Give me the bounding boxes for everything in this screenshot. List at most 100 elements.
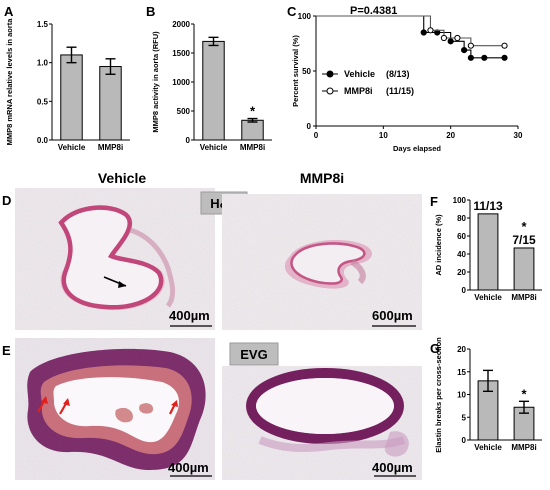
scale-label-e-right: 400µm (372, 460, 413, 475)
series-point (467, 42, 474, 49)
x-axis-label: Days elapsed (393, 144, 441, 153)
series-point (420, 29, 427, 36)
legend-marker (326, 70, 334, 78)
y-axis-label: MMP8 mRNA relative levels in aorta (5, 18, 14, 146)
y-tick-label: 0 (307, 122, 312, 131)
stain-label-evg: EVG (240, 347, 267, 362)
panel-g-label: G (430, 341, 440, 356)
y-tick-label: 15 (457, 368, 466, 377)
series-point (461, 47, 468, 54)
y-tick-label: 0 (462, 436, 467, 445)
y-axis-label: Percent survival (%) (291, 35, 300, 107)
x-tick-label: 30 (514, 131, 523, 140)
category-label: MMP8i (240, 143, 265, 152)
chart-title: P=0.4381 (350, 5, 397, 17)
significance-marker: * (250, 104, 256, 119)
chart-g: 0 5 10 15 20 Elastin breaks per cross-section… (434, 337, 542, 453)
y-tick-label: 2000 (172, 20, 190, 29)
chart-f: 0 20 40 60 80 100 AD incidence (%) 11/13 Vehicle… (434, 196, 542, 302)
category-label: MMP8i (98, 143, 123, 152)
stain-badge-evg (229, 342, 279, 366)
y-axis-label: Elastin breaks per cross-section (434, 337, 443, 453)
panel-c-label: C (287, 4, 297, 19)
y-tick-label: 1500 (172, 49, 190, 58)
y-axis-label: AD incidence (%) (434, 214, 443, 276)
legend-count: (11/15) (386, 86, 414, 96)
category-label: Vehicle (58, 143, 86, 152)
column-title-vehicle: Vehicle (98, 170, 146, 186)
y-tick-label: 100 (298, 12, 312, 21)
series-point (427, 27, 434, 34)
bar (202, 40, 225, 141)
y-tick-label: 0 (186, 136, 191, 145)
evg-mmp8i-micrograph: 400µm (222, 366, 422, 480)
y-tick-label: 0.0 (37, 136, 49, 145)
panel-b-label: B (146, 4, 155, 19)
category-label: MMP8i (511, 443, 536, 452)
bar (99, 66, 122, 141)
category-label: Vehicle (474, 293, 502, 302)
legend-entry: MMP8i (344, 86, 373, 96)
bar (60, 54, 83, 141)
y-tick-label: 20 (457, 268, 466, 277)
bar (513, 247, 535, 291)
y-tick-label: 100 (453, 196, 467, 205)
y-tick-label: 5 (462, 413, 467, 422)
y-tick-label: 20 (457, 345, 466, 354)
category-label: Vehicle (474, 443, 502, 452)
panel-d-label: D (2, 193, 11, 208)
y-tick-label: 0.5 (37, 97, 49, 106)
chart-b: 0 500 1000 1500 2000 MMP8 activity in aorta (… (151, 20, 272, 152)
y-tick-label: 10 (457, 391, 466, 400)
panel-b: B 0 500 1000 1500 2000 MMP8 activity in aorta… (146, 4, 272, 152)
chart-a: 0.0 0.5 1.0 1.5 MMP8 mRNA relative levels in… (5, 18, 130, 152)
y-tick-label: 60 (457, 232, 466, 241)
series-point (467, 54, 474, 61)
scale-label-e-left: 400µm (168, 460, 209, 475)
panel-a-label: A (4, 4, 14, 19)
panel-d: D Vehicle MMP8i 400µm H&E (2, 170, 422, 330)
significance-marker: * (521, 386, 527, 401)
data-label: 7/15 (512, 233, 536, 247)
y-tick-label: 1.0 (37, 59, 49, 68)
he-vehicle-micrograph: 400µm (15, 188, 215, 330)
series-point (501, 42, 508, 49)
series-point (481, 54, 488, 61)
x-tick-label: 0 (314, 131, 319, 140)
legend-marker (326, 87, 334, 95)
y-tick-label: 0 (462, 286, 467, 295)
y-tick-label: 50 (302, 67, 311, 76)
red-arrow-icon (37, 396, 178, 415)
evg-vehicle-micrograph: 400µm (15, 338, 215, 480)
panel-c: C 0 50 100 0 10 20 30 Percent survival (%) Days … (287, 4, 523, 153)
y-tick-label: 80 (457, 214, 466, 223)
scale-label-d-left: 400µm (169, 308, 210, 323)
he-mmp8i-micrograph: 600µm (222, 194, 422, 330)
series-point (501, 54, 508, 61)
y-tick-label: 40 (457, 250, 466, 259)
significance-marker: * (521, 219, 527, 234)
series-point (454, 34, 461, 42)
series-point (440, 34, 448, 42)
legend-count: (8/13) (386, 69, 410, 79)
chart-c: 0 50 100 0 10 20 30 Percent survival (%) Days el… (291, 5, 523, 153)
panel-a: A 0.0 0.5 1.0 1.5 MMP8 mRNA relative levels … (4, 4, 130, 152)
category-label: Vehicle (200, 143, 228, 152)
panel-e-label: E (2, 343, 11, 358)
y-tick-label: 1.5 (37, 20, 49, 29)
panel-f: F 0 20 40 60 80 100 AD incidence (%) 11/13 Vehic… (430, 194, 542, 302)
x-tick-label: 10 (379, 131, 388, 140)
y-tick-label: 500 (177, 107, 191, 116)
category-label: MMP8i (511, 293, 536, 302)
series-point (447, 38, 454, 45)
bar (477, 213, 499, 291)
column-title-mmp8i: MMP8i (300, 170, 344, 186)
y-axis-label: MMP8 activity in aorta (RFU) (151, 31, 160, 133)
data-label: 11/13 (473, 199, 503, 213)
x-tick-label: 20 (446, 131, 455, 140)
series-line (316, 15, 505, 47)
scale-label-d-right: 600µm (372, 308, 413, 323)
y-tick-label: 1000 (172, 78, 190, 87)
panel-e: E 400µm (2, 338, 422, 480)
